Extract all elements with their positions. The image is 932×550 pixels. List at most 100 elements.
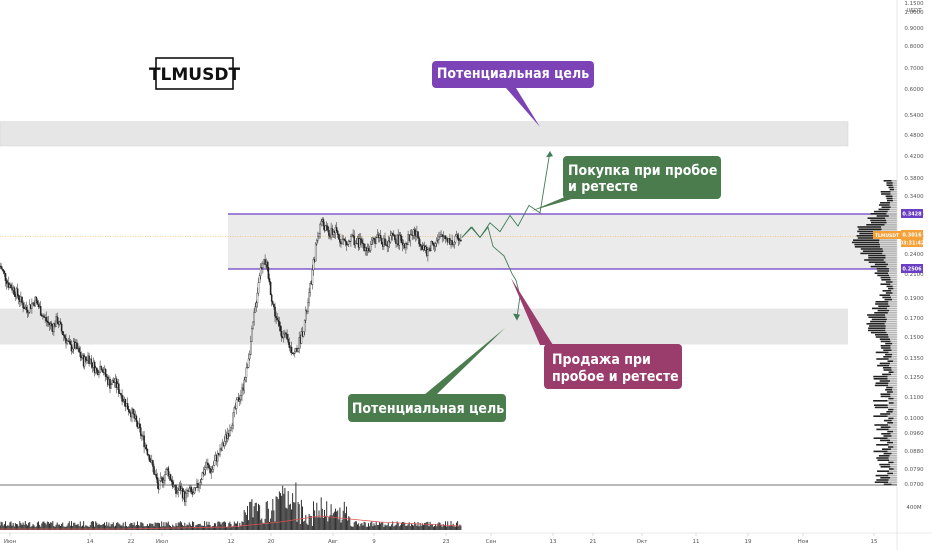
volume-bar — [194, 526, 196, 530]
volume-bar — [340, 522, 342, 530]
volume-profile-bar — [874, 406, 889, 409]
candle-body — [146, 449, 149, 455]
date-tick-label: Июл — [156, 539, 169, 545]
volume-bar — [97, 525, 99, 530]
candle — [350, 234, 352, 248]
volume-bar — [291, 509, 292, 530]
candle-body — [438, 236, 440, 240]
candle — [31, 298, 33, 314]
projection-down-path — [461, 226, 521, 318]
candle — [34, 296, 36, 307]
candle-body — [4, 273, 7, 281]
volume-bar — [119, 524, 121, 530]
volume-bar — [280, 493, 281, 530]
volume-profile-bar — [891, 452, 897, 455]
volume-bar — [155, 523, 157, 530]
volume-profile-bar — [888, 263, 897, 266]
price-tick-label: 1.1500 — [904, 1, 924, 7]
volume-profile-bar — [889, 309, 897, 312]
candle — [267, 261, 270, 281]
candle — [327, 223, 329, 233]
volume-profile-bar — [857, 230, 882, 233]
volume-profile-bar — [890, 202, 897, 204]
candle — [90, 354, 93, 369]
volume-bar — [211, 526, 213, 530]
volume-bar — [423, 525, 424, 530]
candle — [195, 487, 197, 491]
candle-body — [98, 372, 100, 376]
candle — [427, 249, 429, 262]
price-tick-label: 0.0790 — [904, 467, 924, 473]
candle-body — [10, 284, 12, 289]
volume-profile-bar — [887, 430, 894, 433]
candle — [124, 398, 127, 412]
volume-bar — [166, 523, 168, 530]
candle — [336, 229, 339, 239]
volume-profile-bar — [875, 336, 889, 338]
volume-bar — [17, 524, 19, 530]
candle — [252, 321, 254, 330]
candle — [453, 241, 456, 249]
candle-body — [387, 240, 390, 247]
volume-profile-bar — [890, 433, 897, 435]
candle — [5, 278, 8, 290]
candle — [361, 236, 363, 248]
candle-body — [385, 244, 387, 246]
volume-bar — [346, 506, 347, 530]
volume-profile-bar — [887, 441, 894, 444]
candle-body — [163, 480, 165, 483]
candle — [186, 487, 188, 499]
volume-bar — [286, 508, 288, 530]
candle-body — [460, 239, 462, 242]
candle — [71, 346, 74, 354]
volume-bar — [88, 526, 90, 530]
candle-body — [247, 358, 250, 368]
candle-body — [66, 340, 68, 344]
volume-bar — [1, 522, 3, 530]
volume-profile-bar — [882, 373, 892, 376]
candle-body — [319, 223, 321, 234]
svg-text:0.2506: 0.2506 — [902, 267, 922, 273]
candle — [434, 241, 437, 252]
buy-box — [563, 156, 721, 199]
candle-body — [203, 469, 206, 475]
volume-profile-bar — [891, 296, 897, 299]
candle-body — [206, 462, 208, 468]
candle-body — [186, 490, 188, 494]
volume-profile-bar — [890, 413, 897, 415]
volume-profile-bar — [889, 305, 897, 307]
candle-body — [345, 241, 348, 245]
volume-bar — [135, 524, 137, 530]
candle-body — [379, 235, 382, 239]
candle — [255, 300, 258, 312]
volume-bar — [413, 525, 415, 530]
volume-bar — [329, 515, 331, 530]
candle-body — [328, 229, 330, 236]
candle-body — [341, 239, 343, 245]
candle-body — [336, 230, 339, 235]
volume-bar — [365, 526, 367, 530]
volume-bar — [401, 522, 402, 530]
candle-body — [250, 341, 252, 355]
candle — [65, 333, 67, 349]
volume-profile-bar — [883, 419, 892, 422]
volume-profile-bar — [886, 199, 893, 202]
volume-bar — [322, 517, 324, 530]
candle — [437, 234, 439, 243]
price-tick-label: 0.1000 — [904, 416, 924, 422]
volume-bar — [167, 521, 169, 530]
volume-bar — [133, 522, 135, 530]
volume-bar — [458, 526, 460, 530]
volume-bar — [380, 523, 382, 530]
volume-bar — [226, 526, 228, 530]
candle-body — [430, 241, 432, 252]
volume-bar — [232, 525, 234, 530]
candle-body — [444, 235, 447, 239]
candle-body — [113, 382, 116, 384]
volume-bar — [392, 521, 394, 530]
candle-body — [176, 492, 178, 494]
candle-body — [185, 493, 187, 502]
volume-bar — [265, 502, 267, 530]
